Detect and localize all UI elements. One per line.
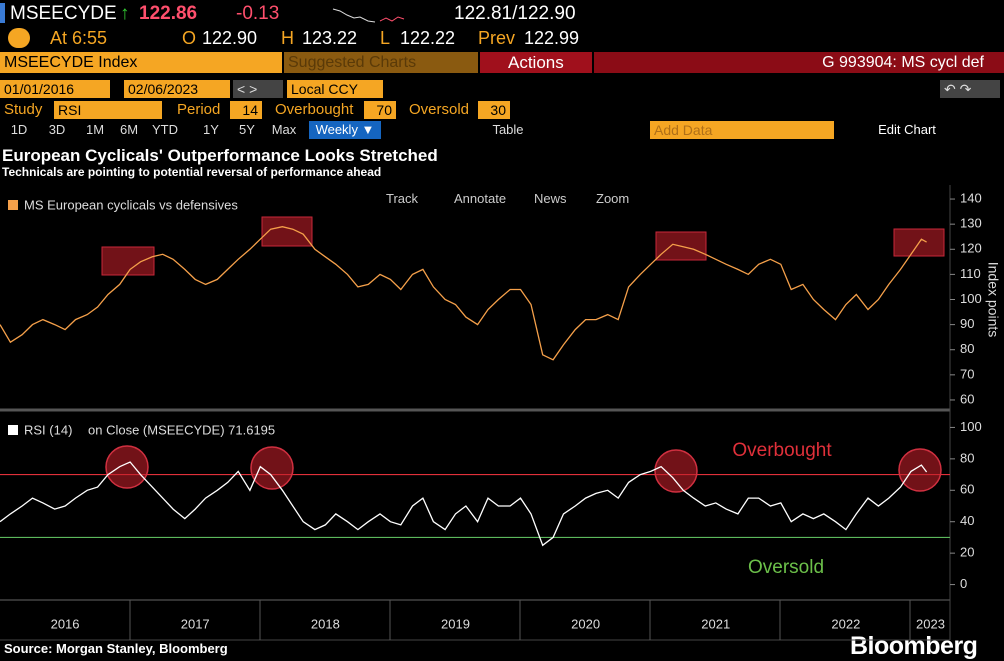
- x-tick-label: 2018: [311, 616, 340, 631]
- edit-chart[interactable]: Edit Chart: [878, 122, 936, 137]
- arrow: ↑: [120, 3, 130, 24]
- y-tick-label: 80: [960, 450, 974, 465]
- end-date[interactable]: 02/06/2023: [124, 80, 230, 98]
- oversold[interactable]: 30: [478, 101, 510, 119]
- x-tick-label: 2017: [181, 616, 210, 631]
- actions[interactable]: Actions: [480, 52, 592, 73]
- y-tick-label: 60: [960, 391, 974, 406]
- range-button[interactable]: 6M: [119, 122, 139, 137]
- overbought[interactable]: 70: [364, 101, 396, 119]
- group[interactable]: G 993904: MS cycl def: [594, 52, 1004, 73]
- time: At 6:55: [50, 28, 108, 48]
- legend-detail: on Close (MSEECYDE) 71.6195: [88, 422, 275, 437]
- series-line: [0, 461, 928, 547]
- highlight-circle: [654, 449, 698, 493]
- add-data[interactable]: Add Data: [650, 121, 834, 139]
- range-button[interactable]: 1Y: [203, 122, 219, 137]
- prev: 122.99: [524, 28, 580, 48]
- source: Source: Morgan Stanley, Bloomberg: [4, 641, 228, 656]
- y-tick-label: 100: [960, 291, 982, 306]
- chart-tool[interactable]: News: [534, 191, 567, 206]
- ticker: MSEECYDE: [10, 3, 117, 24]
- low: 122.22: [400, 28, 456, 48]
- y-tick-label: 140: [960, 190, 982, 205]
- range-button[interactable]: 3D: [48, 122, 66, 137]
- x-tick-label: 2016: [51, 616, 80, 631]
- chart-tool[interactable]: Annotate: [454, 191, 507, 206]
- undo-redo[interactable]: ↶ ↷: [940, 80, 1000, 98]
- y-axis-label: Index points: [985, 262, 1001, 338]
- chart-tool[interactable]: Track: [386, 191, 419, 206]
- series-line: [0, 226, 927, 361]
- y-tick-label: 70: [960, 366, 974, 381]
- chart-subtitle: Technicals are pointing to potential rev…: [2, 165, 382, 179]
- high: 123.22: [302, 28, 358, 48]
- y-tick-label: 40: [960, 513, 974, 528]
- frequency[interactable]: Weekly ▼: [309, 121, 381, 139]
- chart-title: European Cyclicals' Outperformance Looks…: [2, 146, 438, 165]
- y-tick-label: 90: [960, 316, 974, 331]
- x-tick-label: 2022: [831, 616, 860, 631]
- overbought-label: Overbought: [275, 101, 354, 118]
- open-label: O: [182, 28, 197, 48]
- study-label: Study: [4, 101, 43, 118]
- oversold-label: Oversold: [409, 101, 470, 118]
- low-label: L: [380, 28, 391, 48]
- range-button[interactable]: YTD: [152, 122, 178, 137]
- chart-tool[interactable]: Zoom: [596, 191, 630, 206]
- high-label: H: [281, 28, 294, 48]
- y-tick-label: 110: [960, 266, 981, 281]
- highlight-circle: [250, 446, 294, 490]
- last-price: 122.86: [139, 3, 198, 24]
- highlight-circle: [105, 445, 149, 489]
- highlight-box: [101, 246, 155, 276]
- y-tick-label: 60: [960, 482, 974, 497]
- range-button[interactable]: 1M: [85, 122, 105, 137]
- y-tick-label: 100: [960, 419, 982, 434]
- x-tick-label: 2021: [701, 616, 730, 631]
- y-tick-label: 0: [960, 576, 967, 591]
- legend-label: MS European cyclicals vs defensives: [24, 197, 238, 212]
- prev-label: Prev: [478, 28, 516, 48]
- brand: Bloomberg: [850, 632, 978, 660]
- bid-ask: 122.81/122.90: [454, 3, 576, 24]
- open: 122.90: [202, 28, 258, 48]
- table[interactable]: Table: [492, 122, 524, 137]
- period[interactable]: 14: [230, 101, 262, 119]
- range-button[interactable]: Max: [271, 122, 297, 137]
- x-tick-label: 2023: [916, 616, 945, 631]
- highlight-circle: [898, 448, 942, 492]
- start-date[interactable]: 01/01/2016: [0, 80, 110, 98]
- change: -0.13: [236, 3, 280, 24]
- y-tick-label: 80: [960, 341, 974, 356]
- range-button[interactable]: 1D: [10, 122, 28, 137]
- x-tick-label: 2020: [571, 616, 600, 631]
- x-tick-label: 2019: [441, 616, 470, 631]
- range-button[interactable]: 5Y: [239, 122, 255, 137]
- security[interactable]: MSEECYDE Index: [0, 52, 282, 73]
- legend-label: RSI (14): [24, 422, 72, 437]
- annotation: Oversold: [748, 557, 824, 578]
- study[interactable]: RSI: [54, 101, 162, 119]
- annotation: Overbought: [732, 440, 832, 461]
- date-arrows[interactable]: < >: [233, 80, 283, 98]
- suggested-charts[interactable]: Suggested Charts: [284, 52, 478, 73]
- period-label: Period: [177, 101, 221, 118]
- y-tick-label: 20: [960, 545, 974, 560]
- ticker-marker: [0, 3, 5, 23]
- clock-icon: [8, 28, 30, 48]
- highlight-box: [261, 216, 313, 247]
- y-tick-label: 130: [960, 216, 982, 231]
- currency[interactable]: Local CCY: [287, 80, 383, 98]
- y-tick-label: 120: [960, 241, 982, 256]
